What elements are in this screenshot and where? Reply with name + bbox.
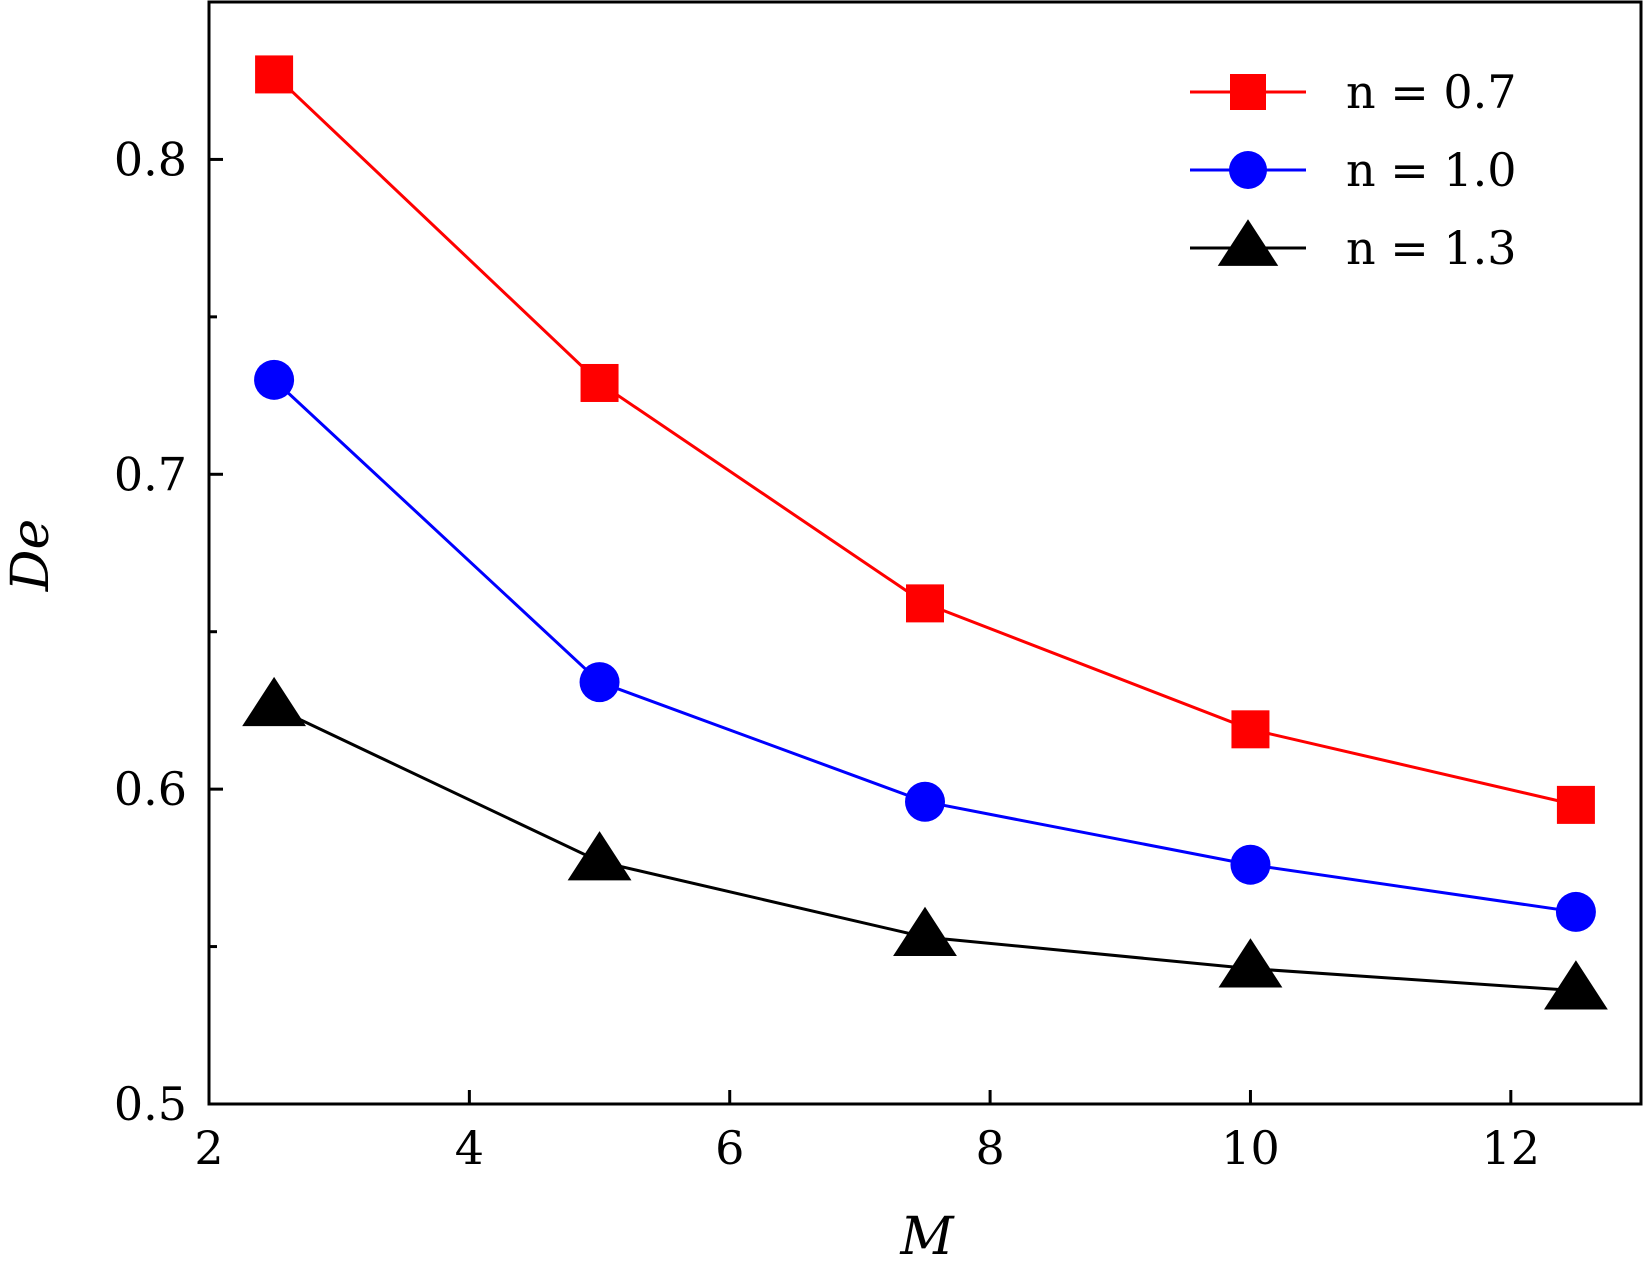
plot-frame (207, 0, 1643, 1106)
x-tick-label: 10 (1221, 1121, 1280, 1175)
data-point-circle (1555, 891, 1596, 932)
data-point-triangle (1218, 938, 1283, 988)
legend-marker-circle (1229, 151, 1267, 189)
series-line-1 (273, 378, 1577, 914)
data-point-square (580, 363, 619, 402)
data-point-square (906, 584, 944, 623)
legend: n = 0.7 n = 1.0 n = 1.3 (1190, 65, 1517, 275)
y-axis-label: De (1, 519, 61, 592)
data-point-square (255, 55, 294, 94)
x-tick-label: 8 (975, 1121, 1004, 1175)
data-point-triangle (893, 906, 957, 956)
x-tick-label: 6 (715, 1121, 744, 1175)
data-point-square (1231, 710, 1270, 749)
y-tick-label: 0.6 (114, 762, 187, 816)
data-point-triangle (242, 676, 307, 727)
legend-label: n = 1.3 (1346, 221, 1517, 275)
data-point-circle (579, 662, 620, 703)
legend-marker-square (1230, 74, 1266, 110)
legend-marker-triangle (1217, 219, 1279, 266)
legend-label: n = 1.0 (1346, 143, 1517, 197)
x-tick-label: 2 (194, 1121, 223, 1175)
y-tick-label: 0.7 (114, 447, 187, 501)
data-point-circle (1230, 844, 1271, 885)
data-point-circle (254, 359, 295, 400)
series-lines (273, 73, 1577, 993)
data-point-triangle (1543, 960, 1608, 1010)
x-tick-label: 12 (1482, 1121, 1541, 1175)
series-markers (242, 55, 1608, 1010)
data-point-circle (905, 781, 945, 822)
data-point-triangle (567, 831, 632, 881)
legend-label: n = 0.7 (1346, 65, 1517, 119)
y-tick-label: 0.8 (114, 132, 187, 186)
x-tick-label: 4 (455, 1121, 484, 1175)
y-tick-label: 0.5 (114, 1077, 187, 1131)
data-point-square (1556, 785, 1595, 824)
x-axis-label: M (899, 1207, 955, 1266)
axis-ticks: 2 4 6 8 10 12 0.5 0.6 0.7 0.8 (114, 132, 1540, 1175)
